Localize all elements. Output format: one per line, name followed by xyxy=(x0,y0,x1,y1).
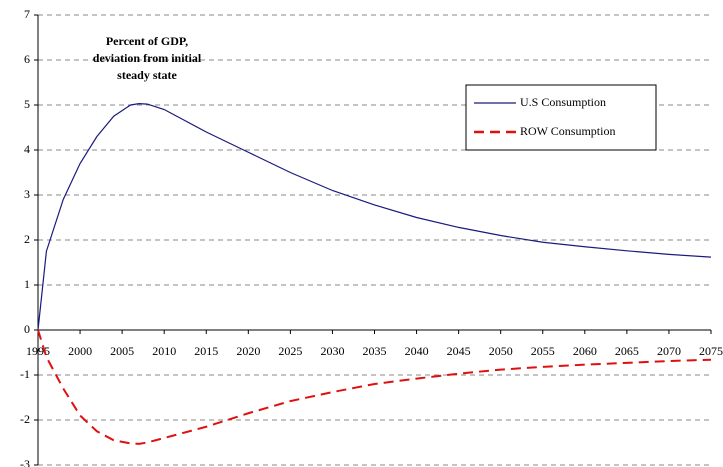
y-tick-label: 4 xyxy=(24,142,30,156)
x-tick-label: 2015 xyxy=(194,344,218,358)
y-tick-label: 6 xyxy=(24,52,30,66)
x-tick-label: 2005 xyxy=(110,344,134,358)
legend-label: ROW Consumption xyxy=(520,124,615,138)
x-tick-label: 1995 xyxy=(26,344,50,358)
y-tick-label: 7 xyxy=(24,7,30,21)
x-tick-label: 2075 xyxy=(699,344,723,358)
y-tick-label: -2 xyxy=(20,412,30,426)
x-tick-label: 2030 xyxy=(320,344,344,358)
x-tick-label: 2060 xyxy=(573,344,597,358)
legend: U.S Consumption ROW Consumption xyxy=(465,84,657,151)
y-tick-label: 0 xyxy=(24,322,30,336)
y-tick-label: 2 xyxy=(24,232,30,246)
x-tick-label: 2065 xyxy=(615,344,639,358)
annotation: Percent of GDP, xyxy=(106,34,188,48)
x-tick-label: 2000 xyxy=(68,344,92,358)
annotation: steady state xyxy=(117,68,177,82)
y-tick-label: 1 xyxy=(24,277,30,291)
series-line xyxy=(37,329,712,445)
x-tick-label: 2040 xyxy=(405,344,429,358)
x-tick-label: 2025 xyxy=(278,344,302,358)
x-tick-label: 2010 xyxy=(152,344,176,358)
x-tick-label: 2035 xyxy=(363,344,387,358)
y-tick-label: 5 xyxy=(24,97,30,111)
x-tick-label: 2055 xyxy=(531,344,555,358)
x-tick-label: 2070 xyxy=(657,344,681,358)
y-tick-label: -1 xyxy=(20,367,30,381)
annotation: deviation from initial xyxy=(93,51,202,65)
series-line xyxy=(37,103,712,331)
y-tick-label: -3 xyxy=(20,457,30,467)
legend-box xyxy=(465,84,657,151)
legend-label: U.S Consumption xyxy=(520,95,606,109)
x-tick-label: 2050 xyxy=(489,344,513,358)
x-tick-label: 2045 xyxy=(447,344,471,358)
y-tick-label: 3 xyxy=(24,187,30,201)
x-tick-label: 2020 xyxy=(236,344,260,358)
